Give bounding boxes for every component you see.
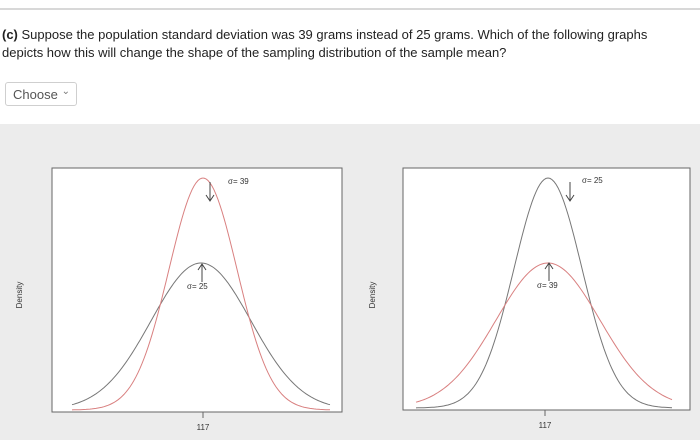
- question-text: Suppose the population standard deviatio…: [2, 27, 648, 60]
- density-curve: [415, 262, 673, 403]
- question-label: (c): [2, 27, 18, 42]
- graph-frame: [51, 167, 343, 413]
- annotation: σ= 25: [187, 282, 208, 291]
- x-tick-label: 117: [539, 421, 552, 430]
- arrow: [197, 263, 207, 282]
- arrow: [544, 262, 554, 281]
- annotation: σ= 39: [537, 281, 558, 290]
- question: (c) Suppose the population standard devi…: [2, 26, 692, 62]
- y-axis-label: Density: [368, 282, 377, 309]
- annotation: σ= 25: [582, 176, 603, 185]
- density-curve: [415, 177, 673, 409]
- arrow: [205, 182, 215, 202]
- graph-frame: [402, 167, 691, 411]
- dropdown[interactable]: Choose ⌄: [5, 82, 77, 106]
- y-axis-label: Density: [15, 282, 24, 309]
- density-curve: [71, 262, 331, 406]
- annotation: σ= 39: [228, 177, 249, 186]
- dropdown-placeholder[interactable]: Choose: [13, 87, 58, 102]
- arrow: [565, 182, 575, 202]
- divider: [0, 8, 700, 10]
- x-tick-label: 117: [197, 423, 210, 432]
- chevron: ⌄: [61, 86, 70, 97]
- density-curve: [71, 177, 331, 411]
